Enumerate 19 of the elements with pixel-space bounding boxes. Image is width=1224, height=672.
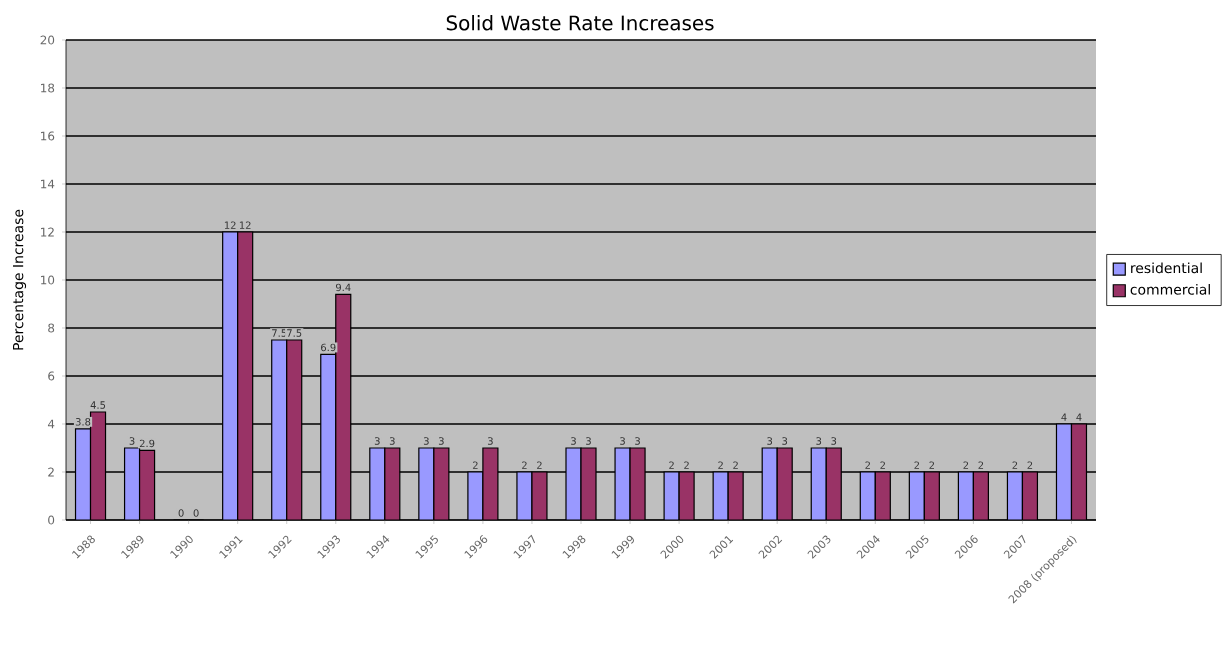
bar bbox=[124, 448, 140, 520]
bar bbox=[237, 231, 253, 520]
bar bbox=[286, 339, 302, 520]
bar bbox=[335, 294, 351, 520]
bar bbox=[1055, 423, 1073, 520]
bar bbox=[90, 412, 106, 520]
bar bbox=[369, 448, 385, 520]
bar bbox=[826, 448, 842, 520]
bar bbox=[1070, 423, 1088, 520]
bar bbox=[811, 448, 827, 520]
bar bbox=[271, 339, 287, 520]
bar bbox=[139, 450, 155, 520]
chart-title: Solid Waste Rate Increases bbox=[446, 15, 714, 31]
bar bbox=[75, 428, 91, 520]
bar bbox=[320, 354, 336, 520]
bar bbox=[384, 448, 400, 520]
bar bbox=[777, 448, 793, 520]
bar bbox=[222, 231, 238, 520]
bar bbox=[762, 448, 778, 520]
